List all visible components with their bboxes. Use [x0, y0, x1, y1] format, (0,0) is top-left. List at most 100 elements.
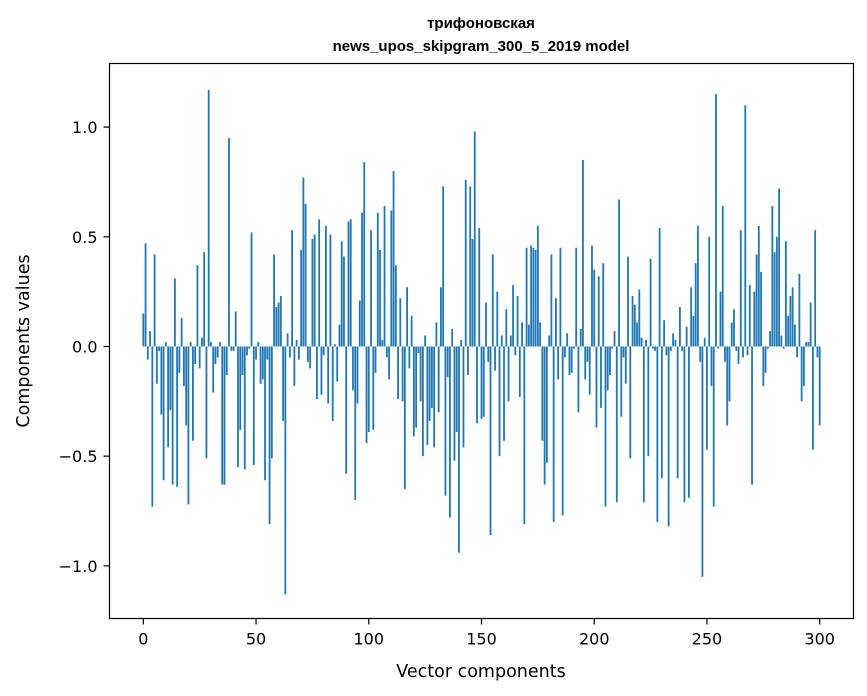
bar	[307, 346, 309, 362]
chart-title-line-2: news_upos_skipgram_300_5_2019 model	[333, 38, 630, 55]
bar	[406, 287, 408, 347]
bar	[394, 265, 397, 347]
bar	[548, 335, 551, 347]
bar	[766, 346, 769, 349]
bar	[252, 346, 255, 465]
bar	[167, 346, 170, 448]
bar	[588, 346, 591, 395]
bar	[728, 346, 731, 402]
bar	[282, 346, 284, 422]
bar	[464, 179, 467, 347]
bar	[631, 296, 634, 347]
x-tick-label: 250	[692, 630, 723, 649]
bar	[153, 254, 156, 347]
bar	[331, 346, 334, 422]
bar	[685, 326, 688, 347]
bar	[318, 219, 321, 347]
bar	[173, 278, 176, 347]
bar	[329, 234, 332, 347]
bar	[536, 225, 539, 347]
bar	[809, 302, 812, 347]
bar	[433, 346, 436, 448]
bar	[352, 346, 354, 391]
bar	[390, 210, 393, 347]
bar	[449, 346, 451, 518]
bar	[340, 241, 343, 347]
bar	[656, 346, 659, 522]
bar	[259, 346, 262, 384]
bar	[239, 346, 242, 430]
bar	[753, 291, 756, 347]
bar	[176, 346, 179, 487]
bar	[219, 342, 221, 347]
bar	[273, 254, 275, 347]
bar	[194, 346, 197, 365]
bar	[719, 291, 722, 347]
bar	[178, 346, 181, 373]
bar	[440, 287, 442, 347]
bar	[372, 346, 375, 430]
bar	[192, 346, 194, 441]
bar	[726, 346, 729, 426]
bar	[164, 342, 167, 347]
bar	[293, 346, 296, 386]
y-tick-label: 0.5	[72, 228, 97, 247]
bar	[575, 247, 578, 347]
bar	[397, 346, 399, 400]
bar	[230, 346, 233, 351]
bar	[645, 339, 647, 347]
bar	[473, 131, 476, 347]
bar	[755, 254, 758, 347]
bar	[482, 346, 485, 417]
bar	[334, 344, 336, 347]
bar	[171, 346, 174, 485]
bar	[615, 346, 618, 503]
bar	[399, 298, 402, 347]
bar	[487, 346, 490, 362]
bar	[525, 247, 528, 347]
bar	[505, 309, 508, 347]
bar	[620, 346, 623, 417]
bar	[527, 324, 530, 347]
bar	[669, 346, 672, 351]
bar	[458, 346, 460, 553]
bar	[419, 346, 422, 402]
bar	[679, 307, 681, 347]
bar	[593, 269, 596, 347]
bar	[500, 335, 503, 347]
bar	[694, 263, 697, 347]
bar	[812, 346, 814, 450]
bar	[518, 346, 521, 397]
bar	[568, 346, 571, 375]
bar	[476, 346, 478, 424]
bar	[606, 346, 609, 391]
bar	[762, 346, 765, 386]
bar	[264, 346, 266, 481]
bar	[415, 346, 418, 428]
x-axis-ticks: 0 50 100 150 200 250 300	[138, 618, 835, 649]
bar	[636, 322, 638, 347]
bar	[600, 346, 602, 408]
bar	[257, 342, 260, 347]
bar	[444, 346, 447, 496]
bar	[699, 346, 702, 362]
bar	[185, 346, 188, 426]
bar	[295, 339, 298, 347]
bar	[158, 346, 160, 351]
bar	[532, 247, 535, 347]
bar	[234, 311, 237, 347]
bar	[498, 346, 501, 457]
bar	[212, 346, 215, 393]
bar	[146, 346, 149, 360]
bar	[248, 346, 251, 349]
bar	[485, 302, 487, 347]
bar	[460, 339, 463, 347]
bar	[343, 256, 345, 347]
bar	[442, 186, 445, 347]
bar	[349, 219, 352, 347]
bar	[715, 94, 717, 347]
bar	[627, 256, 629, 347]
bar	[255, 346, 257, 360]
bar	[780, 335, 783, 347]
